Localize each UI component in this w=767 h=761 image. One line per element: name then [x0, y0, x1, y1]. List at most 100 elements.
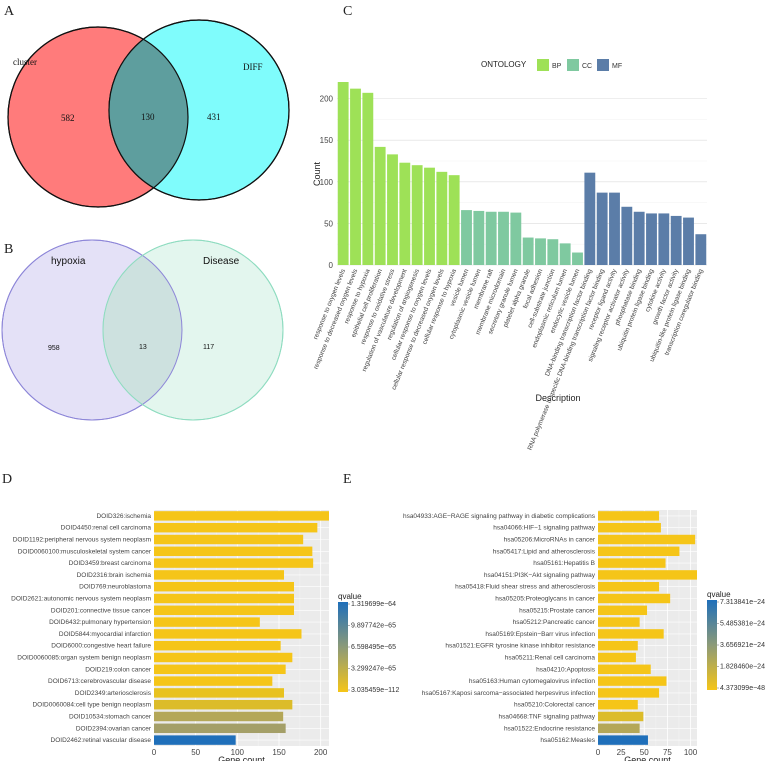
e-x-tick-label: 100: [684, 748, 698, 757]
venn-a-left-outline: [7, 26, 189, 208]
e-x-tick-label: 50: [640, 748, 649, 757]
d-bar: [154, 676, 273, 686]
c-bar: [387, 154, 398, 265]
c-bar: [510, 212, 522, 265]
e-bar: [598, 676, 667, 686]
c-y-tick-label: 100: [320, 178, 334, 187]
e-y-tick-label: hsa04933:AGE−RAGE signaling pathway in d…: [403, 513, 596, 520]
c-bar: [374, 146, 386, 265]
e-y-tick-label: hsa04151:PI3K−Akt signaling pathway: [484, 572, 596, 579]
d-x-tick-label: 200: [314, 748, 328, 757]
e-y-tick-label: hsa05210:Colorectal cancer: [514, 702, 596, 709]
c-x-axis-title: Description: [535, 393, 580, 403]
e-legend-label: 4.373099e−48: [720, 685, 765, 692]
e-y-tick-label: hsa04668:TNF signaling pathway: [499, 714, 596, 721]
e-bar: [598, 699, 638, 710]
c-y-tick-label: 0: [329, 261, 334, 270]
d-y-tick-label: DOID201:connective tissue cancer: [51, 607, 152, 614]
panel-c-letter: C: [343, 4, 352, 19]
d-y-tick-label: DOID10534:stomach cancer: [69, 714, 152, 721]
c-bar: [485, 211, 497, 265]
venn-b-left-label: hypoxia: [51, 256, 86, 267]
c-bar: [596, 192, 608, 265]
e-bar: [598, 605, 648, 616]
e-bar: [598, 664, 651, 675]
e-bar: [598, 652, 636, 663]
d-legend-label: 9.897742e−65: [351, 623, 396, 630]
c-bar: [498, 211, 509, 265]
venn-b-right-count: 117: [203, 344, 214, 351]
d-y-tick-label: DOID2621:autonomic nervous system neopla…: [11, 596, 151, 603]
d-bar: [154, 735, 236, 745]
e-y-tick-label: hsa04210:Apoptosis: [536, 666, 596, 673]
d-bar: [154, 581, 294, 592]
d-bar: [154, 534, 304, 545]
e-bar: [598, 511, 660, 521]
d-x-tick-label: 150: [272, 748, 286, 757]
c-bar: [683, 217, 694, 265]
d-y-tick-label: DOID0060084:cell type benign neoplasm: [32, 702, 151, 709]
c-plot-area: [337, 82, 707, 265]
d-legend-label: 6.598495e−65: [351, 644, 396, 651]
panel-d-letter: D: [2, 472, 12, 487]
c-bar: [411, 165, 423, 265]
d-y-tick-label: DOID5844:myocardial infarction: [59, 631, 152, 638]
c-bar: [448, 175, 460, 265]
c-bar: [362, 92, 374, 266]
c-bar: [621, 206, 633, 265]
venn-b-overlap-count: 13: [139, 344, 147, 351]
c-bar: [436, 171, 448, 265]
panel-d-doid-bar-chart: D 0 50 100 150 200 DOID326:ischemia DOID4450:r…: [2, 472, 399, 761]
e-bar: [598, 534, 696, 545]
d-x-axis-title: Gene count: [218, 755, 265, 761]
e-y-tick-label: hsa05205:Proteoglycans in cancer: [495, 596, 596, 603]
panel-e-letter: E: [343, 472, 352, 487]
e-x-axis-title: Gene count: [624, 755, 671, 761]
d-bar: [154, 593, 294, 604]
d-bar: [154, 605, 294, 616]
e-y-tick-label: hsa05169:Epstein−Barr virus infection: [485, 631, 595, 638]
e-bar: [598, 570, 697, 580]
d-bar: [154, 664, 286, 675]
c-bar: [646, 213, 657, 265]
panel-a-letter: A: [4, 4, 15, 19]
e-bar: [598, 522, 661, 533]
c-bar: [399, 162, 411, 265]
d-legend-colorbar: [338, 602, 348, 692]
e-legend-label: 3.656921e−24: [720, 642, 765, 649]
e-y-tick-label: hsa05161:Hepatitis B: [533, 560, 595, 567]
venn-b-overlap: [103, 240, 182, 420]
venn-b-left-count: 958: [48, 345, 60, 352]
d-bar: [154, 723, 286, 734]
venn-a-overlap-count: 130: [141, 112, 155, 122]
venn-a-left-label: cluster: [13, 57, 37, 67]
d-y-tick-label: DOID1192:peripheral nervous system neopl…: [13, 537, 151, 544]
d-x-tick-label: 100: [231, 748, 245, 757]
e-bar: [598, 617, 640, 627]
d-bar: [154, 699, 293, 710]
d-y-tick-label: DOID6000:congestive heart failure: [51, 643, 151, 650]
e-bar: [598, 688, 660, 698]
venn-a-overlap: [109, 27, 188, 200]
e-y-tick-label: hsa04066:HIF−1 signaling pathway: [493, 525, 595, 532]
d-legend-label: 3.299247e−65: [351, 666, 396, 673]
d-bar: [154, 652, 293, 663]
e-y-tick-label: hsa05418:Fluid shear stress and atherosc…: [455, 584, 596, 591]
e-y-tick-label: hsa01522:Endocrine resistance: [504, 725, 595, 732]
c-bar: [473, 210, 485, 265]
c-y-tick-label: 50: [324, 219, 333, 228]
c-bar: [572, 252, 583, 265]
d-x-tick-label: 0: [152, 748, 157, 757]
c-bar: [658, 213, 670, 265]
c-bar: [559, 243, 571, 265]
e-bar: [598, 723, 640, 734]
venn-a-right-count: 431: [207, 112, 221, 122]
d-bar: [154, 546, 313, 557]
d-y-tick-label: DOID6432:pulmonary hypertension: [49, 619, 151, 626]
d-bar: [154, 511, 329, 521]
d-plot-area: [154, 510, 329, 746]
e-y-tick-label: hsa05206:MicroRNAs in cancer: [504, 537, 596, 544]
venn-b-right-outline: [102, 239, 284, 421]
d-y-tick-label: DOID219:colon cancer: [85, 666, 152, 673]
